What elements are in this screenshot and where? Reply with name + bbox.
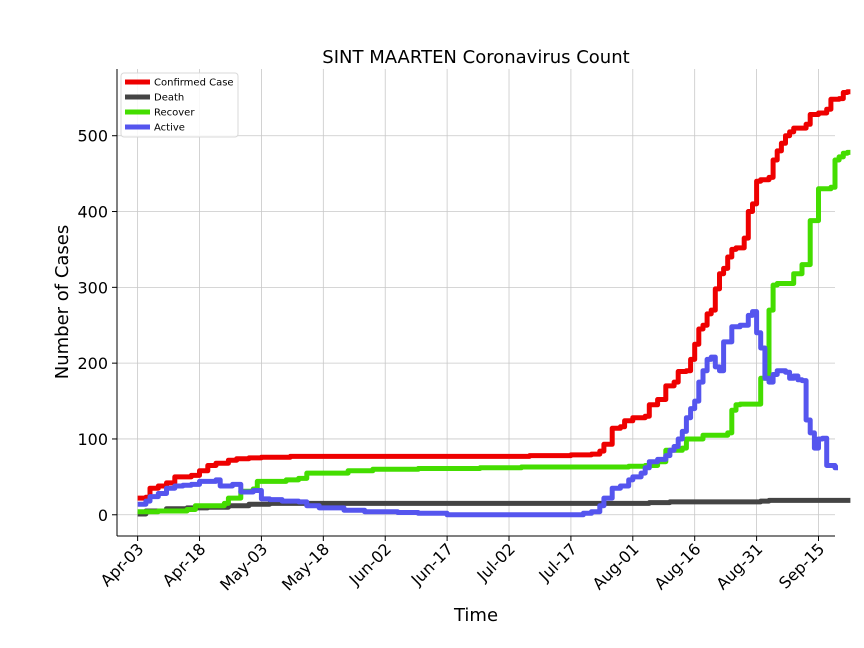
y-tick-label: 300: [77, 278, 108, 297]
y-axis-label: Number of Cases: [52, 225, 73, 380]
x-tick-label: Aug-01: [589, 539, 643, 593]
y-tick-labels: 0 100 200 300 400 500: [77, 127, 108, 525]
series-line-confirmed-case: [137, 89, 851, 501]
x-tick-label: Jun-17: [407, 539, 457, 589]
x-tick-label: May-18: [278, 539, 333, 594]
x-tick-label: Aug-31: [712, 539, 766, 593]
y-tick-label: 400: [77, 203, 108, 222]
x-tick-label: Apr-18: [159, 539, 210, 590]
legend: Confirmed Case Death Recover Active: [120, 72, 239, 138]
x-tick-label: May-03: [216, 539, 271, 594]
x-tick-label: Apr-03: [97, 539, 148, 590]
axes-layer: [112, 69, 835, 541]
y-tick-label: 0: [98, 506, 108, 525]
legend-label: Active: [154, 123, 185, 134]
series-line-death: [137, 497, 851, 517]
x-tick-labels: Apr-03 Apr-18 May-03 May-18 Jun-02 Jun-17 Jul-…: [97, 539, 829, 594]
grid-layer: [117, 69, 835, 536]
legend-label: Confirmed Case: [154, 78, 234, 89]
x-tick-label: Jul-17: [534, 539, 580, 585]
y-tick-label: 500: [77, 127, 108, 146]
legend-label: Death: [154, 93, 184, 104]
legend-label: Recover: [154, 108, 195, 119]
y-tick-label: 200: [77, 354, 108, 373]
x-tick-label: Jun-02: [345, 539, 395, 589]
y-tick-label: 100: [77, 430, 108, 449]
legend-box: [120, 72, 239, 138]
chart-title: SINT MAARTEN Coronavirus Count: [322, 47, 629, 68]
x-tick-label: Aug-16: [651, 539, 705, 593]
x-tick-label: Sep-15: [775, 539, 828, 592]
x-tick-label: Jul-02: [473, 539, 519, 585]
series-layer: [137, 89, 851, 518]
series-line-active: [137, 309, 838, 518]
x-axis-label: Time: [453, 605, 498, 626]
